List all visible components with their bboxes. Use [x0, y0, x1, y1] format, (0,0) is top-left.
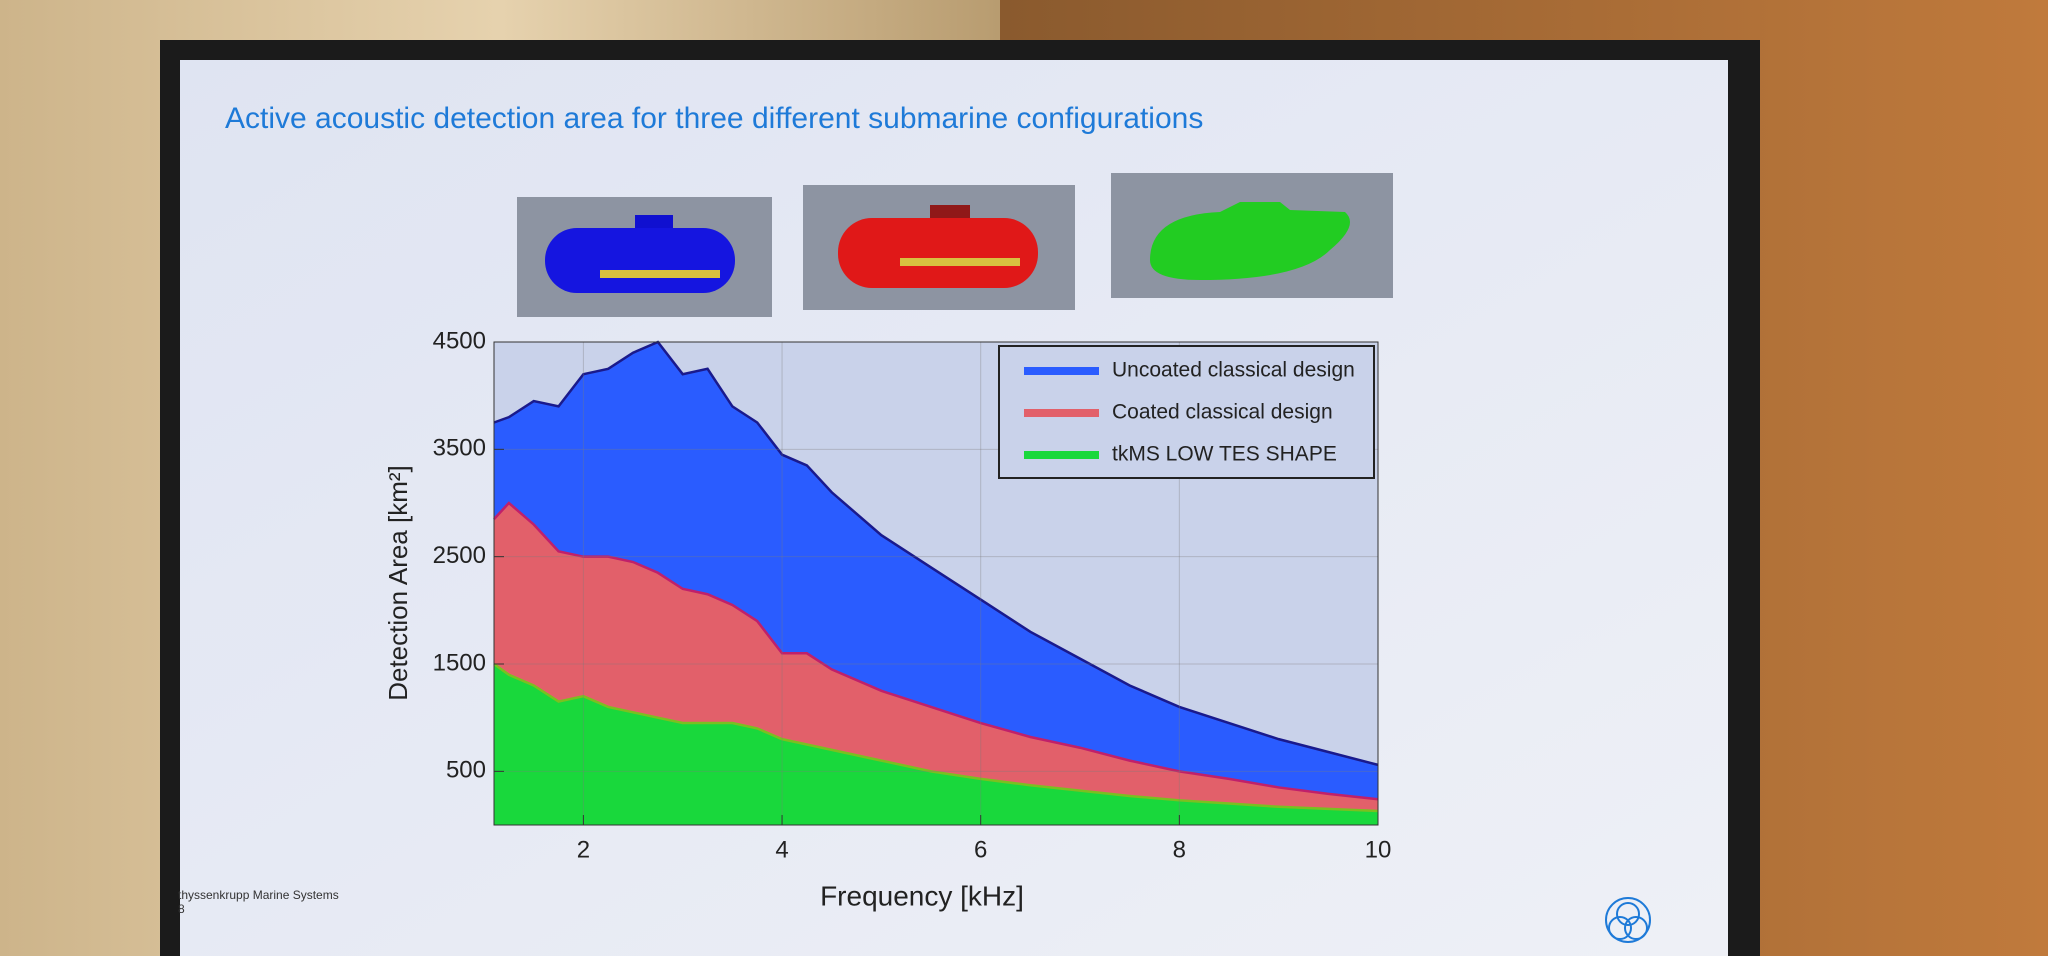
slide-title: Active acoustic detection area for three…	[225, 102, 1203, 135]
y-tick-label: 2500	[433, 542, 486, 569]
x-tick-label: 4	[775, 836, 788, 863]
legend-label: tkMS LOW TES SHAPE	[1112, 443, 1337, 466]
area-line	[493, 501, 1379, 801]
submarine-image	[803, 185, 1075, 310]
x-tick-label: 2	[577, 836, 590, 863]
x-tick-label: 6	[974, 836, 987, 863]
footer-page: 8	[178, 902, 185, 916]
y-tick-label: 1500	[433, 649, 486, 676]
x-tick-label: 10	[1365, 836, 1392, 863]
plot-border	[493, 341, 1379, 826]
x-axis-label: Frequency [kHz]	[820, 880, 1024, 911]
x-tick-label: 8	[1173, 836, 1186, 863]
area-line	[493, 340, 1379, 767]
chart: Frequency [kHz] Detection Area [km²] 500…	[383, 327, 1391, 911]
footer-company: thyssenkrupp Marine Systems	[178, 888, 339, 902]
logo	[1605, 897, 1651, 943]
y-tick-label: 4500	[433, 327, 486, 354]
area-line	[493, 662, 1379, 813]
legend-label: Uncoated classical design	[1112, 359, 1355, 382]
submarine-image	[1111, 173, 1393, 298]
legend-label: Coated classical design	[1112, 401, 1333, 424]
y-tick-label: 500	[446, 757, 486, 784]
y-axis-label: Detection Area [km²]	[383, 465, 413, 701]
y-tick-label: 3500	[433, 435, 486, 462]
area-fill	[494, 664, 1378, 825]
submarine-image	[517, 197, 772, 317]
